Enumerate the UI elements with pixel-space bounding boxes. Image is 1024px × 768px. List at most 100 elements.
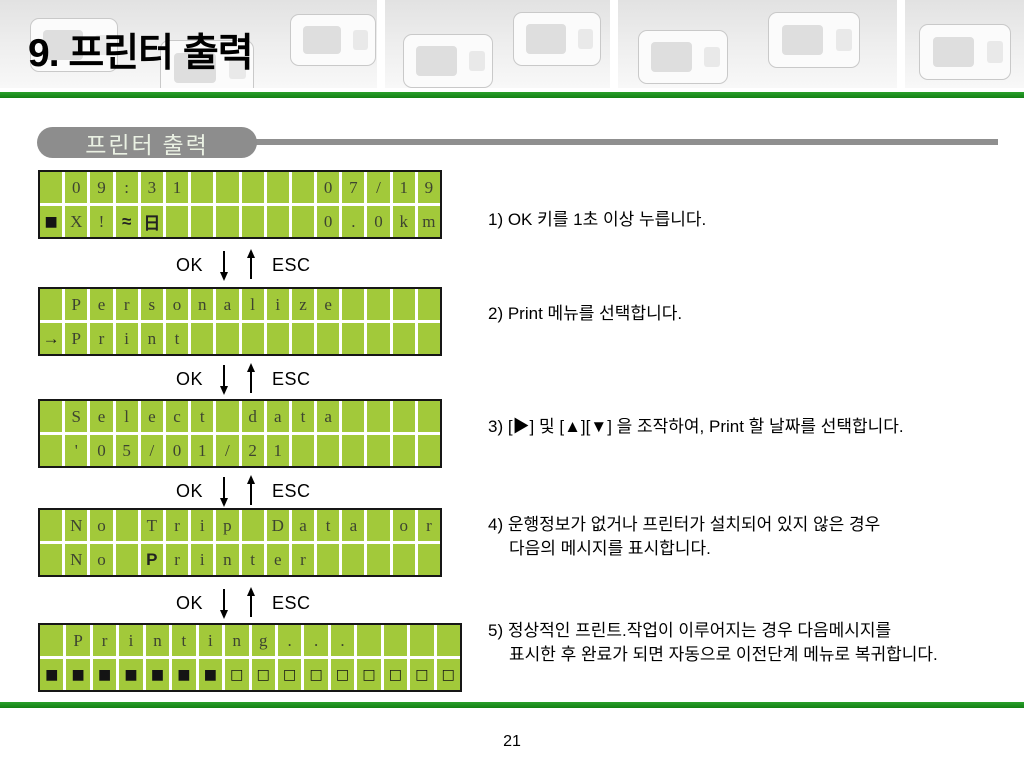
lcd-cell: n bbox=[191, 289, 214, 320]
lcd-cell bbox=[216, 206, 239, 237]
lcd-cell bbox=[115, 510, 138, 541]
section-divider-line bbox=[248, 139, 998, 145]
lcd-cell bbox=[317, 323, 340, 354]
lcd-cell: c bbox=[165, 401, 189, 432]
lcd-cell bbox=[291, 323, 315, 354]
lcd-cell: □ bbox=[277, 659, 302, 690]
lcd-cell bbox=[241, 510, 264, 541]
lcd-cell bbox=[410, 625, 434, 656]
lcd-cell: r bbox=[92, 625, 117, 656]
lcd-cell: P bbox=[140, 544, 163, 575]
lcd-cell: a bbox=[317, 401, 340, 432]
lcd-cell: a bbox=[291, 510, 315, 541]
lcd-cell: i bbox=[198, 625, 223, 656]
lcd-cell bbox=[241, 206, 264, 237]
lcd-cell: n bbox=[140, 323, 163, 354]
lcd-cell: 1 bbox=[191, 435, 214, 466]
lcd-cell bbox=[317, 435, 340, 466]
lcd-cell: □ bbox=[436, 659, 460, 690]
lcd-cell: i bbox=[191, 544, 214, 575]
lcd-cell bbox=[342, 289, 365, 320]
lcd-cell bbox=[417, 289, 440, 320]
step-text-line: 표시한 후 완료가 되면 자동으로 이전단계 메뉴로 복귀합니다. bbox=[509, 645, 938, 664]
okesc-controls: OK ESC bbox=[176, 473, 311, 509]
lcd-cell: / bbox=[367, 172, 390, 203]
step-text-line: 5) 정상적인 프린트.작업이 이루어지는 경우 다음메시지를 bbox=[488, 621, 892, 640]
lcd-cell: s bbox=[140, 289, 163, 320]
step-text-2: 2) Print 메뉴를 선택합니다. bbox=[488, 302, 682, 326]
lcd-cell: t bbox=[241, 544, 264, 575]
lcd-cell bbox=[266, 323, 289, 354]
ok-label: OK bbox=[176, 368, 204, 389]
lcd-cell: o bbox=[90, 510, 113, 541]
lcd-cell: ■ bbox=[40, 206, 63, 237]
lcd-cell bbox=[291, 206, 315, 237]
car-photo bbox=[638, 30, 728, 84]
lcd-cell: → bbox=[40, 323, 63, 354]
step-text-line: 다음의 메시지를 표시합니다. bbox=[509, 539, 711, 558]
lcd-cell: n bbox=[225, 625, 249, 656]
lcd-cell bbox=[367, 289, 390, 320]
lcd-cell: 1 bbox=[266, 435, 289, 466]
lcd-cell: . bbox=[342, 206, 365, 237]
step-text-1: 1) OK 키를 1초 이상 누릅니다. bbox=[488, 208, 706, 232]
lcd-cell: e bbox=[90, 401, 113, 432]
up-arrow-icon bbox=[247, 475, 256, 505]
car-photo bbox=[290, 14, 376, 66]
lcd-cell: n bbox=[216, 544, 239, 575]
esc-label: ESC bbox=[272, 480, 311, 501]
lcd-cell: m bbox=[417, 206, 440, 237]
lcd-cell bbox=[266, 206, 289, 237]
lcd-cell: □ bbox=[357, 659, 381, 690]
lcd-cell: / bbox=[140, 435, 163, 466]
step-text-3: 3) [▶] 및 [▲][▼] 을 조작하여, Print 할 날짜를 선택합니… bbox=[488, 415, 904, 439]
lcd-cell: P bbox=[65, 323, 88, 354]
okesc-controls: OK ESC bbox=[176, 361, 311, 397]
lcd-cell: 5 bbox=[115, 435, 138, 466]
lcd-cell: z bbox=[291, 289, 315, 320]
lcd-cell: N bbox=[65, 544, 88, 575]
lcd-cell: □ bbox=[330, 659, 355, 690]
down-arrow-icon bbox=[220, 477, 229, 507]
car-photo bbox=[768, 12, 860, 68]
lcd-cell: t bbox=[317, 510, 340, 541]
lcd-cell: P bbox=[66, 625, 90, 656]
ok-label: OK bbox=[176, 592, 204, 613]
lcd-cell: r bbox=[165, 510, 189, 541]
lcd-cell bbox=[291, 172, 315, 203]
lcd-cell: r bbox=[165, 544, 189, 575]
lcd-cell bbox=[436, 625, 460, 656]
up-arrow-icon bbox=[247, 363, 256, 393]
lcd-cell: o bbox=[90, 544, 113, 575]
lcd-cell bbox=[342, 323, 365, 354]
lcd-cell bbox=[417, 435, 440, 466]
lcd-cell: r bbox=[291, 544, 315, 575]
step-text-line: 4) 운행정보가 없거나 프린터가 설치되어 있지 않은 경우 bbox=[488, 515, 881, 534]
lcd-cell: e bbox=[90, 289, 113, 320]
lcd-cell bbox=[357, 625, 381, 656]
lcd-cell: P bbox=[65, 289, 88, 320]
ok-label: OK bbox=[176, 480, 204, 501]
lcd-cell bbox=[383, 625, 408, 656]
car-photo bbox=[919, 24, 1011, 80]
lcd-cell: g bbox=[251, 625, 275, 656]
lcd-cell bbox=[241, 172, 264, 203]
down-arrow-icon bbox=[220, 589, 229, 619]
lcd-cell: ■ bbox=[40, 659, 64, 690]
lcd-cell: d bbox=[241, 401, 264, 432]
car-photo bbox=[30, 18, 118, 72]
esc-label: ESC bbox=[272, 592, 311, 613]
lcd-cell bbox=[392, 289, 415, 320]
lcd-cell bbox=[367, 435, 390, 466]
lcd-cell: a bbox=[342, 510, 365, 541]
lcd-cell: o bbox=[165, 289, 189, 320]
up-arrow-icon bbox=[247, 249, 256, 279]
lcd-cell bbox=[392, 323, 415, 354]
lcd-cell bbox=[40, 510, 63, 541]
lcd-cell bbox=[342, 544, 365, 575]
lcd-cell: ■ bbox=[119, 659, 143, 690]
photo-segment bbox=[905, 0, 1024, 88]
lcd-cell: 日 bbox=[140, 206, 163, 237]
up-arrow-icon bbox=[247, 587, 256, 617]
